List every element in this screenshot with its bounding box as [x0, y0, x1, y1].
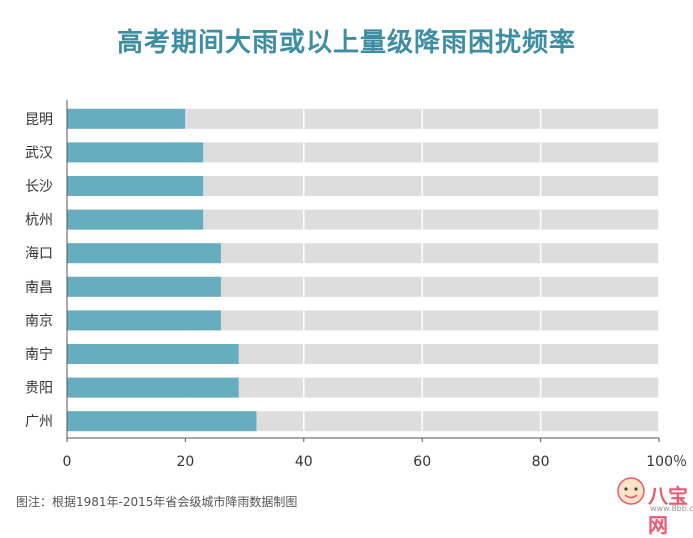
category-label: 南京 [25, 313, 53, 329]
bar [67, 209, 204, 230]
bar [67, 243, 221, 264]
bar-track [67, 176, 659, 196]
category-label: 南宁 [25, 346, 53, 363]
category-label: 贵阳 [25, 381, 53, 397]
category-label: 海口 [25, 246, 53, 262]
chart-title: 高考期间大雨或以上量级降雨困扰频率 [116, 28, 576, 58]
bar-track [67, 108, 659, 129]
x-tick-label: 60 [413, 454, 431, 470]
bar [67, 377, 239, 398]
bar [67, 108, 186, 129]
bar [67, 411, 257, 432]
category-label: 武汉 [25, 145, 53, 161]
logo-url: www.8bb.com [650, 504, 693, 513]
category-label: 广州 [25, 414, 53, 430]
bar [67, 310, 221, 331]
smiley-icon [617, 477, 645, 505]
bar [67, 344, 239, 364]
category-label: 杭州 [25, 213, 53, 229]
bar [67, 176, 204, 196]
site-logo[interactable]: 八宝网 www.8bb.com [616, 476, 693, 537]
bar [67, 276, 221, 297]
x-tick-label: 20 [176, 454, 194, 470]
x-tick-label: 80 [532, 454, 550, 470]
x-tick-label: 100％ [646, 454, 687, 470]
bar [67, 142, 204, 163]
bar-track [67, 142, 659, 163]
x-tick-label: 0 [63, 454, 72, 470]
category-label: 昆明 [25, 112, 53, 128]
x-tick-label: 40 [295, 454, 313, 470]
source-note: 图注：根据1981年-2015年省会级城市降雨数据制图 [16, 495, 298, 509]
bar-track [67, 209, 659, 230]
category-label: 长沙 [25, 179, 53, 195]
category-label: 南昌 [25, 280, 53, 296]
